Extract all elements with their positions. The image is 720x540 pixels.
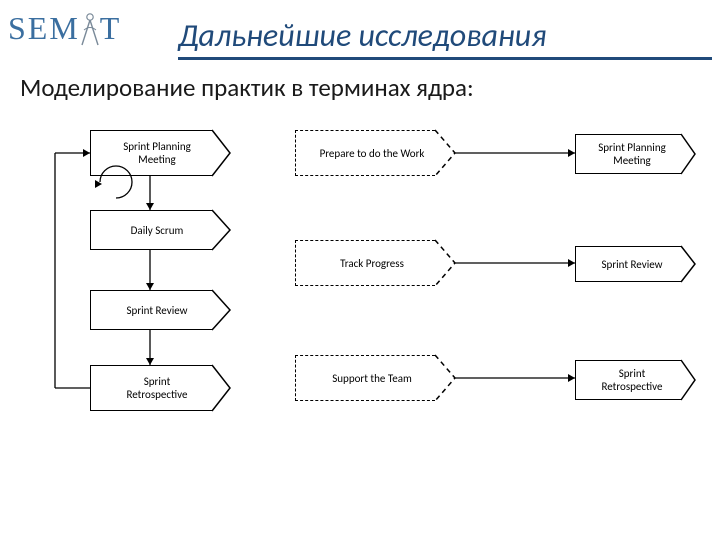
prepare-to-do-the-work-label: Prepare to do the Work <box>295 130 455 176</box>
sprint-review-1: Sprint Review <box>90 290 230 330</box>
track-progress-label: Track Progress <box>295 240 455 286</box>
sprint-retrospective-1-label: Sprint Retrospective <box>90 365 230 411</box>
daily-scrum-label: Daily Scrum <box>90 210 230 250</box>
sprint-review-1-label: Sprint Review <box>90 290 230 330</box>
sprint-review-2: Sprint Review <box>575 246 695 282</box>
logo-text-left: SEM <box>8 10 80 47</box>
page-title: Дальнейшие исследования <box>178 16 712 60</box>
subheading: Моделирование практик в терминах ядра: <box>20 72 474 103</box>
compass-icon <box>78 11 102 47</box>
sprint-review-2-label: Sprint Review <box>575 246 695 282</box>
sprint-planning-meeting-1: Sprint Planning Meeting <box>90 130 230 176</box>
diagram: Sprint Planning Meeting Daily Scrum Sprint… <box>20 120 705 430</box>
logo-text-right: T <box>100 10 122 47</box>
sprint-retrospective-2-label: Sprint Retrospective <box>575 360 695 400</box>
prepare-to-do-the-work: Prepare to do the Work <box>295 130 455 176</box>
logo: SEM T <box>8 10 121 47</box>
support-the-team: Support the Team <box>295 355 455 401</box>
track-progress: Track Progress <box>295 240 455 286</box>
sprint-planning-meeting-1-label: Sprint Planning Meeting <box>90 130 230 176</box>
sprint-planning-meeting-2: Sprint Planning Meeting <box>575 134 695 174</box>
sprint-retrospective-2: Sprint Retrospective <box>575 360 695 400</box>
title-text: Дальнейшие исследования <box>178 16 546 55</box>
sprint-retrospective-1: Sprint Retrospective <box>90 365 230 411</box>
support-the-team-label: Support the Team <box>295 355 455 401</box>
daily-scrum: Daily Scrum <box>90 210 230 250</box>
sprint-planning-meeting-2-label: Sprint Planning Meeting <box>575 134 695 174</box>
